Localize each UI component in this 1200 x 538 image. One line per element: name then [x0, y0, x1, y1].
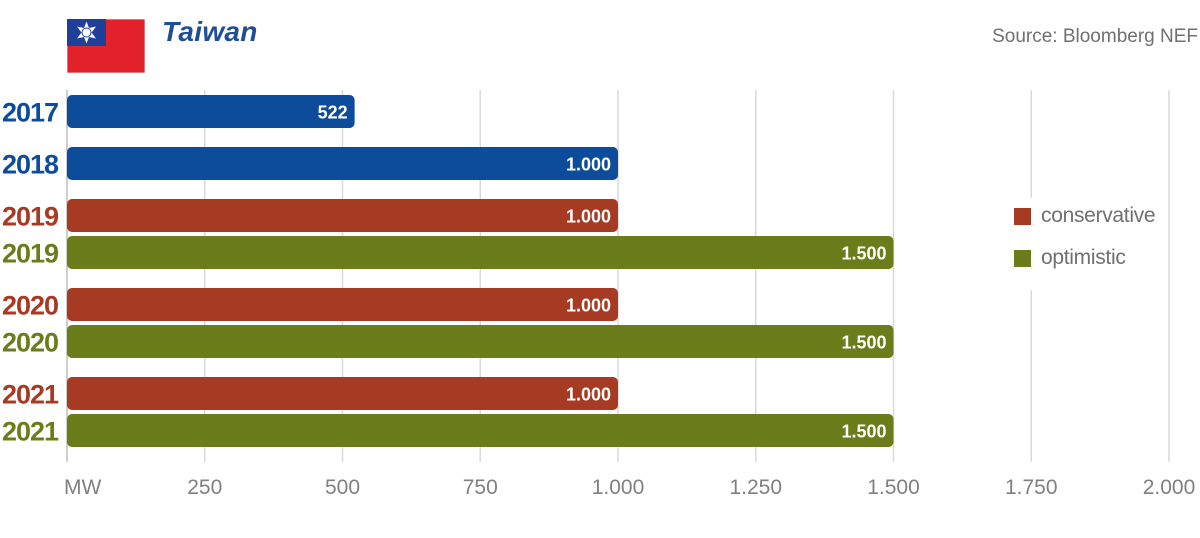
bar-optimistic-2021 — [67, 414, 894, 447]
year-label-2019: 2019 — [2, 239, 59, 269]
legend-label-optimistic: optimistic — [1041, 246, 1126, 269]
legend-label-conservative: conservative — [1041, 204, 1156, 227]
bar-value-label: 522 — [318, 103, 348, 123]
bar-conservative-2020 — [67, 288, 618, 321]
x-tick-label: 1.750 — [1005, 476, 1058, 499]
bar-value-label: 1.500 — [841, 422, 886, 442]
x-tick-label: 250 — [187, 476, 222, 499]
x-tick-label: 2.000 — [1143, 476, 1196, 499]
bar-conservative-2019 — [67, 199, 618, 232]
bar-actual-2017 — [67, 95, 355, 128]
bar-actual-2018 — [67, 147, 618, 180]
source-note: Source: Bloomberg NEF — [992, 26, 1198, 47]
bar-value-label: 1.500 — [841, 333, 886, 353]
legend-item-conservative: conservative — [1014, 202, 1156, 230]
x-tick-label: 1.500 — [867, 476, 920, 499]
taiwan-flag-icon — [67, 19, 145, 73]
x-tick-label: 500 — [325, 476, 360, 499]
year-label-2018: 2018 — [2, 150, 59, 180]
x-tick-label: 750 — [463, 476, 498, 499]
year-label-2020: 2020 — [2, 291, 58, 321]
bar-value-label: 1.000 — [566, 385, 611, 405]
bar-value-label: 1.000 — [566, 207, 611, 227]
x-tick-label: 1.250 — [729, 476, 782, 499]
bar-value-label: 1.500 — [841, 244, 886, 264]
bar-optimistic-2020 — [67, 325, 894, 358]
bar-value-label: 1.000 — [566, 155, 611, 175]
x-axis-unit-label: MW — [64, 476, 101, 499]
bar-optimistic-2019 — [67, 236, 894, 269]
year-label-2021: 2021 — [2, 380, 59, 410]
chart-title: Taiwan — [162, 16, 258, 47]
legend-swatch-conservative — [1014, 207, 1031, 225]
year-label-2019: 2019 — [2, 202, 59, 232]
bar-conservative-2021 — [67, 377, 618, 410]
bar-value-label: 1.000 — [566, 296, 611, 316]
year-label-2020: 2020 — [2, 328, 58, 358]
year-label-2017: 2017 — [2, 98, 58, 128]
legend-item-optimistic: optimistic — [1014, 244, 1155, 272]
legend: conservative optimistic — [1010, 198, 1160, 290]
year-label-2021: 2021 — [2, 417, 59, 447]
legend-swatch-optimistic — [1014, 249, 1031, 267]
x-tick-label: 1.000 — [592, 476, 645, 499]
